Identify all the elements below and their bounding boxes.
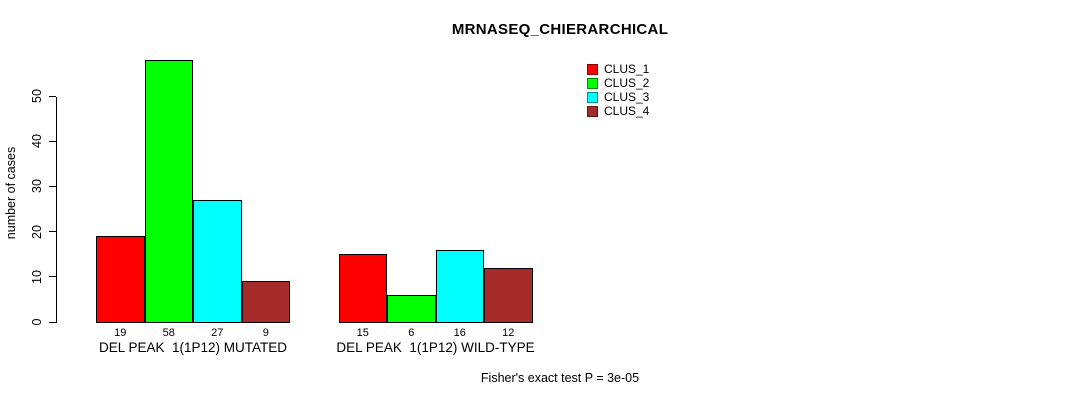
legend-label: CLUS_4 xyxy=(604,104,650,118)
bar-value-label: 6 xyxy=(408,327,415,339)
bar-value-label: 27 xyxy=(211,327,224,339)
y-axis-label: number of cases xyxy=(4,146,18,240)
legend-item: CLUS_2 xyxy=(587,76,649,90)
legend-label: CLUS_2 xyxy=(604,76,650,90)
y-axis-tick xyxy=(49,276,56,278)
bar xyxy=(435,249,484,323)
footnote: Fisher's exact test P = 3e-05 xyxy=(480,371,640,385)
bar-value-label: 12 xyxy=(502,327,515,339)
y-axis-tick-label: 0 xyxy=(30,318,44,326)
x-group-label: DEL PEAK 1(1P12) MUTATED xyxy=(98,340,288,355)
legend-item: CLUS_3 xyxy=(587,90,649,104)
y-axis-tick xyxy=(49,231,56,233)
bar xyxy=(387,294,436,323)
y-axis-tick-label: 30 xyxy=(30,179,44,194)
legend-swatch xyxy=(587,63,598,75)
y-axis xyxy=(56,97,57,323)
y-axis-tick-label: 20 xyxy=(30,224,44,239)
y-axis-tick xyxy=(49,95,56,97)
y-axis-tick-label: 50 xyxy=(30,89,44,103)
bar xyxy=(96,236,145,323)
bar xyxy=(338,254,387,323)
bar-value-label: 9 xyxy=(262,327,269,339)
legend-swatch xyxy=(587,91,598,103)
bar xyxy=(193,199,242,323)
bar-value-label: 15 xyxy=(356,327,369,339)
bar-value-label: 16 xyxy=(453,327,466,339)
y-axis-tick xyxy=(49,140,56,142)
legend-swatch xyxy=(587,105,598,117)
legend-item: CLUS_4 xyxy=(587,104,649,118)
chart-title: MRNASEQ_CHIERARCHICAL xyxy=(451,21,669,38)
y-axis-tick-label: 40 xyxy=(30,134,44,149)
bar xyxy=(144,59,193,323)
legend-item: CLUS_1 xyxy=(587,62,649,76)
legend: CLUS_1 CLUS_2 CLUS_3 CLUS_4 xyxy=(587,62,649,118)
bar xyxy=(484,267,533,323)
legend-swatch xyxy=(587,77,598,89)
x-group-label: DEL PEAK 1(1P12) WILD-TYPE xyxy=(336,340,535,355)
y-axis-tick xyxy=(49,185,56,187)
bar-value-label: 58 xyxy=(162,327,175,339)
y-axis-tick-label: 10 xyxy=(30,269,44,284)
bar xyxy=(241,281,290,323)
y-axis-tick xyxy=(49,321,56,323)
bar-value-label: 19 xyxy=(114,327,127,339)
legend-label: CLUS_1 xyxy=(604,62,650,76)
legend-label: CLUS_3 xyxy=(604,90,650,104)
